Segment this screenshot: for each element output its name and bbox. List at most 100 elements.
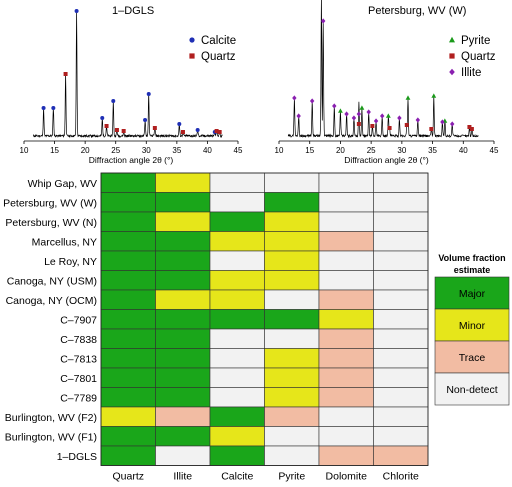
peak-marker-illite — [366, 109, 371, 115]
peak-marker-quartz — [180, 130, 185, 134]
cell-burlington-wv-f2-calcite — [209, 406, 265, 427]
cell-petersburg-wv-w-quartz — [100, 192, 156, 213]
cell-marcellus-ny-pyrite — [264, 231, 320, 252]
cell-petersburg-wv-w-chlorite — [373, 192, 429, 213]
cell-marcellus-ny-illite — [155, 231, 211, 252]
row-label: C–7907 — [60, 314, 97, 326]
x-tick-label: 40 — [203, 146, 212, 155]
row-label: Petersburg, WV (N) — [5, 217, 97, 229]
diffraction-pattern-line — [287, 0, 479, 139]
column-label: Pyrite — [278, 471, 305, 483]
cell-whip-gap-wv-pyrite — [264, 172, 320, 193]
peak-marker-calcite — [100, 116, 105, 120]
cell-whip-gap-wv-illite — [155, 172, 211, 193]
cell-c-7801-dolomite — [318, 367, 374, 388]
cell-c-7907-illite — [155, 309, 211, 330]
peak-marker-calcite — [51, 106, 56, 110]
row-label: C–7813 — [60, 353, 97, 365]
cell-c-7907-dolomite — [318, 309, 374, 330]
cell-c-7838-dolomite — [318, 328, 374, 349]
legend-label-quartz: Quartz — [201, 51, 236, 63]
cell-petersburg-wv-w-pyrite — [264, 192, 320, 213]
cell-petersburg-wv-n-chlorite — [373, 211, 429, 232]
cell-petersburg-wv-w-illite — [155, 192, 211, 213]
legend-item-label: Minor — [459, 320, 486, 332]
peak-marker-quartz — [356, 122, 361, 126]
cell-canoga-ny-ocm-calcite — [209, 289, 265, 310]
x-tick-label: 30 — [142, 146, 151, 155]
legend-item-label: Trace — [459, 352, 486, 364]
cell-whip-gap-wv-chlorite — [373, 172, 429, 193]
cell-petersburg-wv-w-dolomite — [318, 192, 374, 213]
panel-title: 1–DGLS — [112, 5, 154, 17]
x-tick-label: 35 — [172, 146, 181, 155]
row-label: Petersburg, WV (W) — [3, 197, 97, 209]
x-tick-label: 10 — [20, 146, 29, 155]
panel-title: Petersburg, WV (W) — [368, 5, 466, 17]
cell-le-roy-ny-calcite — [209, 250, 265, 271]
legend-label-illite: Illite — [461, 67, 481, 79]
cell-burlington-wv-f1-quartz — [100, 426, 156, 447]
cell-canoga-ny-ocm-dolomite — [318, 289, 374, 310]
x-tick-label: 30 — [397, 146, 406, 155]
cell-c-7838-quartz — [100, 328, 156, 349]
cell-le-roy-ny-illite — [155, 250, 211, 271]
cell-1-dgls-illite — [155, 445, 211, 466]
column-label: Calcite — [221, 471, 253, 483]
cell-petersburg-wv-w-calcite — [209, 192, 265, 213]
legend-item-label: Major — [459, 288, 486, 300]
peak-marker-quartz — [429, 127, 434, 131]
x-axis-title: Diffraction angle 2θ (°) — [344, 155, 429, 165]
legend-label-pyrite: Pyrite — [461, 35, 490, 47]
cell-c-7838-calcite — [209, 328, 265, 349]
peak-marker-quartz — [467, 125, 472, 129]
peak-marker-illite — [373, 118, 379, 124]
cell-c-7789-illite — [155, 387, 211, 408]
peak-marker-illite — [351, 115, 357, 121]
row-label: Le Roy, NY — [44, 256, 97, 268]
x-tick-label: 45 — [490, 146, 499, 155]
peak-marker-illite — [292, 95, 297, 101]
cell-c-7789-calcite — [209, 387, 265, 408]
cell-marcellus-ny-chlorite — [373, 231, 429, 252]
peak-marker-illite — [356, 111, 362, 117]
row-label: Burlington, WV (F1) — [5, 431, 97, 443]
peak-marker-pyrite — [359, 105, 365, 110]
cell-c-7838-chlorite — [373, 328, 429, 349]
peak-marker-quartz — [370, 124, 375, 128]
peak-marker-illite — [440, 119, 445, 125]
cell-canoga-ny-usm-dolomite — [318, 270, 374, 291]
cell-le-roy-ny-quartz — [100, 250, 156, 271]
peak-marker-quartz — [63, 72, 68, 76]
cell-le-roy-ny-dolomite — [318, 250, 374, 271]
cell-c-7789-quartz — [100, 387, 156, 408]
x-tick-label: 25 — [111, 146, 120, 155]
heatmap-legend: Volume fraction estimate Major Minor Trace No… — [434, 253, 510, 406]
cell-petersburg-wv-n-calcite — [209, 211, 265, 232]
legend-marker-calcite — [189, 37, 195, 43]
peak-marker-calcite — [74, 9, 79, 13]
cell-c-7813-dolomite — [318, 348, 374, 369]
legend-title: estimate — [454, 265, 491, 275]
cell-burlington-wv-f2-chlorite — [373, 406, 429, 427]
row-label: Burlington, WV (F2) — [5, 412, 97, 424]
mineral-heatmap: Whip Gap, WV Petersburg, WV (W) Petersburg… — [3, 172, 429, 483]
cell-burlington-wv-f1-dolomite — [318, 426, 374, 447]
peak-marker-calcite — [143, 118, 148, 122]
peak-marker-pyrite — [431, 93, 437, 98]
cell-c-7907-pyrite — [264, 309, 320, 330]
peak-marker-quartz — [104, 124, 109, 128]
cell-c-7907-quartz — [100, 309, 156, 330]
cell-c-7813-illite — [155, 348, 211, 369]
diffraction-pattern-line — [32, 10, 223, 139]
peak-marker-illite — [380, 113, 385, 119]
cell-1-dgls-pyrite — [264, 445, 320, 466]
cell-c-7801-illite — [155, 367, 211, 388]
cell-burlington-wv-f1-pyrite — [264, 426, 320, 447]
cell-marcellus-ny-calcite — [209, 231, 265, 252]
row-label: C–7838 — [60, 334, 97, 346]
cell-petersburg-wv-n-pyrite — [264, 211, 320, 232]
peak-marker-quartz — [121, 129, 126, 133]
xrd-panel-petersburg-w: Petersburg, WV (W) 10 15 20 25 30 35 40 45 Diffra… — [275, 0, 499, 165]
cell-burlington-wv-f2-pyrite — [264, 406, 320, 427]
